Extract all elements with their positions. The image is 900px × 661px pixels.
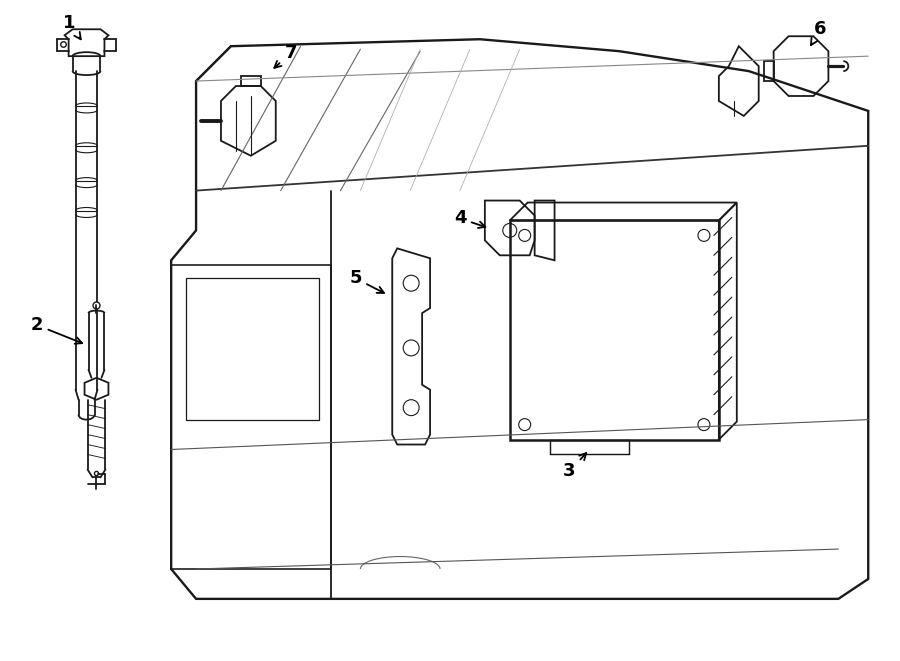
Text: 6: 6: [811, 20, 827, 45]
Text: 1: 1: [63, 15, 81, 39]
Text: 3: 3: [563, 453, 586, 481]
Text: 2: 2: [31, 316, 82, 344]
Text: 5: 5: [349, 269, 384, 293]
Text: 4: 4: [454, 210, 485, 228]
Text: 7: 7: [274, 44, 297, 68]
